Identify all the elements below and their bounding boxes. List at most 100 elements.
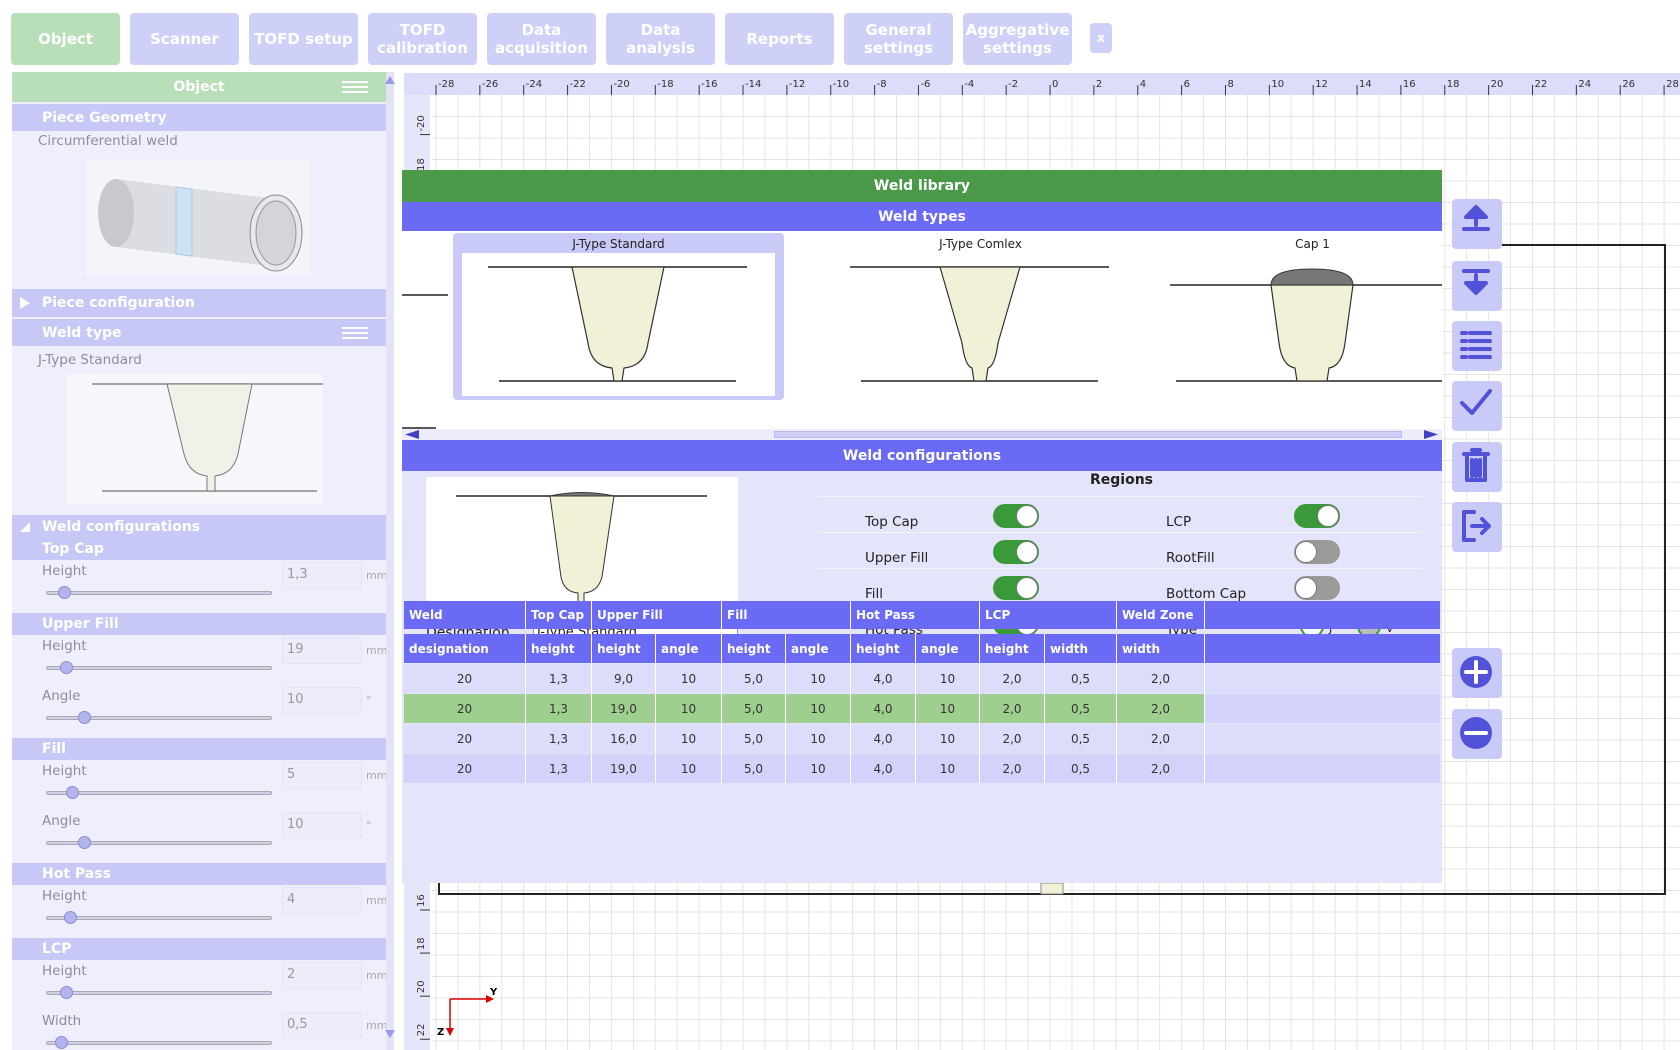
slider[interactable]: [46, 791, 272, 795]
tab[interactable]: Reports: [725, 13, 834, 65]
table-row[interactable]: [404, 724, 1440, 753]
tool-trash[interactable]: [1452, 442, 1502, 492]
tool-exit[interactable]: [1452, 502, 1502, 552]
scroll-thumb[interactable]: [774, 431, 1402, 438]
tool-check[interactable]: [1452, 381, 1502, 431]
field-input[interactable]: 10: [282, 687, 362, 714]
table-row[interactable]: [404, 664, 1440, 693]
toggle-switch[interactable]: [993, 504, 1039, 528]
toggle-switch[interactable]: [993, 540, 1039, 564]
ruler-label: -14: [745, 79, 761, 90]
table-cell: 10: [656, 724, 722, 753]
table-column-header: angle: [786, 634, 851, 663]
tab[interactable]: x: [1090, 23, 1112, 53]
weld-type-card[interactable]: Cap 1: [1147, 233, 1442, 400]
field-input[interactable]: 5: [282, 762, 362, 789]
field-input[interactable]: 10: [282, 812, 362, 839]
toggle-knob[interactable]: [1016, 577, 1038, 599]
slider-knob[interactable]: [55, 1036, 68, 1049]
slider[interactable]: [46, 666, 272, 670]
ruler-label: -16: [701, 79, 717, 90]
tab[interactable]: General settings: [844, 13, 953, 65]
table-cell: 5,0: [722, 664, 786, 693]
weld-type-name: J-Type Standard: [572, 237, 665, 251]
field-input[interactable]: 1,3: [282, 562, 362, 589]
toggle-knob[interactable]: [1295, 541, 1317, 563]
section-header: Piece Geometry: [12, 104, 386, 131]
region-label: Bottom Cap: [1166, 586, 1247, 602]
scroll-right[interactable]: [1424, 430, 1438, 439]
slider-knob[interactable]: [78, 711, 91, 724]
toggle-switch[interactable]: [1294, 540, 1340, 564]
table-cell: 10: [916, 754, 980, 783]
ruler-label: -24: [526, 79, 542, 90]
slider[interactable]: [46, 591, 272, 595]
field-unit: mm: [366, 569, 386, 582]
tool-down[interactable]: [1452, 261, 1502, 311]
slider[interactable]: [46, 716, 272, 720]
icon-path: [1462, 269, 1490, 295]
slider[interactable]: [46, 991, 272, 995]
slider-knob[interactable]: [58, 586, 71, 599]
toggle-switch[interactable]: [1294, 504, 1340, 528]
menu-icon[interactable]: [342, 326, 368, 340]
tab[interactable]: TOFD setup: [249, 13, 358, 65]
field-input[interactable]: 19: [282, 637, 362, 664]
group-header: Top Cap: [12, 538, 386, 560]
scroll-down[interactable]: [385, 1030, 395, 1038]
field-input[interactable]: 2: [282, 962, 362, 989]
toggle-knob[interactable]: [1295, 577, 1317, 599]
slider[interactable]: [46, 916, 272, 920]
slider-knob[interactable]: [60, 986, 73, 999]
slider-knob[interactable]: [66, 786, 79, 799]
types-scrollbar[interactable]: [402, 429, 1442, 440]
tab[interactable]: Scanner: [130, 13, 239, 65]
scroll-up[interactable]: [385, 76, 395, 84]
toggle-knob[interactable]: [1016, 505, 1038, 527]
icon-path: [1460, 331, 1492, 359]
table-column-header: width: [1045, 634, 1117, 663]
regions-title: Regions: [1090, 472, 1154, 488]
slider[interactable]: [46, 1041, 272, 1045]
slider[interactable]: [46, 841, 272, 845]
tool-list[interactable]: [1452, 321, 1502, 371]
weld-type-card[interactable]: J-Type Comlex: [815, 233, 1146, 400]
ruler-label: -6: [920, 79, 930, 90]
section-header[interactable]: Piece configuration: [12, 289, 386, 317]
table-cell: 5,0: [722, 724, 786, 753]
geometry-name: Circumferential weld: [38, 133, 178, 149]
field-label: Angle: [42, 688, 81, 704]
slider-knob[interactable]: [78, 836, 91, 849]
field-input[interactable]: 4: [282, 887, 362, 914]
scroll-left[interactable]: [405, 430, 419, 439]
scrollbar[interactable]: [386, 72, 394, 1050]
tab[interactable]: Object: [11, 13, 120, 65]
menu-icon[interactable]: [342, 80, 368, 94]
toggle-switch[interactable]: [1294, 576, 1340, 600]
toggle-switch[interactable]: [993, 576, 1039, 600]
weld-shape: [939, 266, 1021, 382]
table-column-header: angle: [656, 634, 722, 663]
tool-plus[interactable]: [1452, 648, 1502, 698]
table-row[interactable]: [404, 754, 1440, 783]
ruler-label: 16: [1403, 79, 1416, 90]
tool-minus[interactable]: [1452, 709, 1502, 759]
group-header: LCP: [12, 938, 386, 960]
toggle-knob[interactable]: [1016, 541, 1038, 563]
slider-knob[interactable]: [64, 911, 77, 924]
weld-type-card[interactable]: J-Type Standard: [453, 233, 784, 400]
tool-up[interactable]: [1452, 199, 1502, 249]
table-cell: 10: [916, 694, 980, 723]
tab[interactable]: Aggregative settings: [963, 13, 1072, 65]
tab[interactable]: Data analysis: [606, 13, 715, 65]
tab[interactable]: TOFD calibration: [368, 13, 477, 65]
tab[interactable]: Data acquisition: [487, 13, 596, 65]
separator: [818, 496, 1422, 497]
field-input[interactable]: 0,5: [282, 1012, 362, 1039]
toggle-knob[interactable]: [1317, 505, 1339, 527]
ruler-label: 22: [1535, 79, 1548, 90]
table-cell: 4,0: [851, 664, 916, 693]
ruler-label: -26: [482, 79, 498, 90]
slider-knob[interactable]: [60, 661, 73, 674]
table-cell: 0,5: [1045, 724, 1117, 753]
